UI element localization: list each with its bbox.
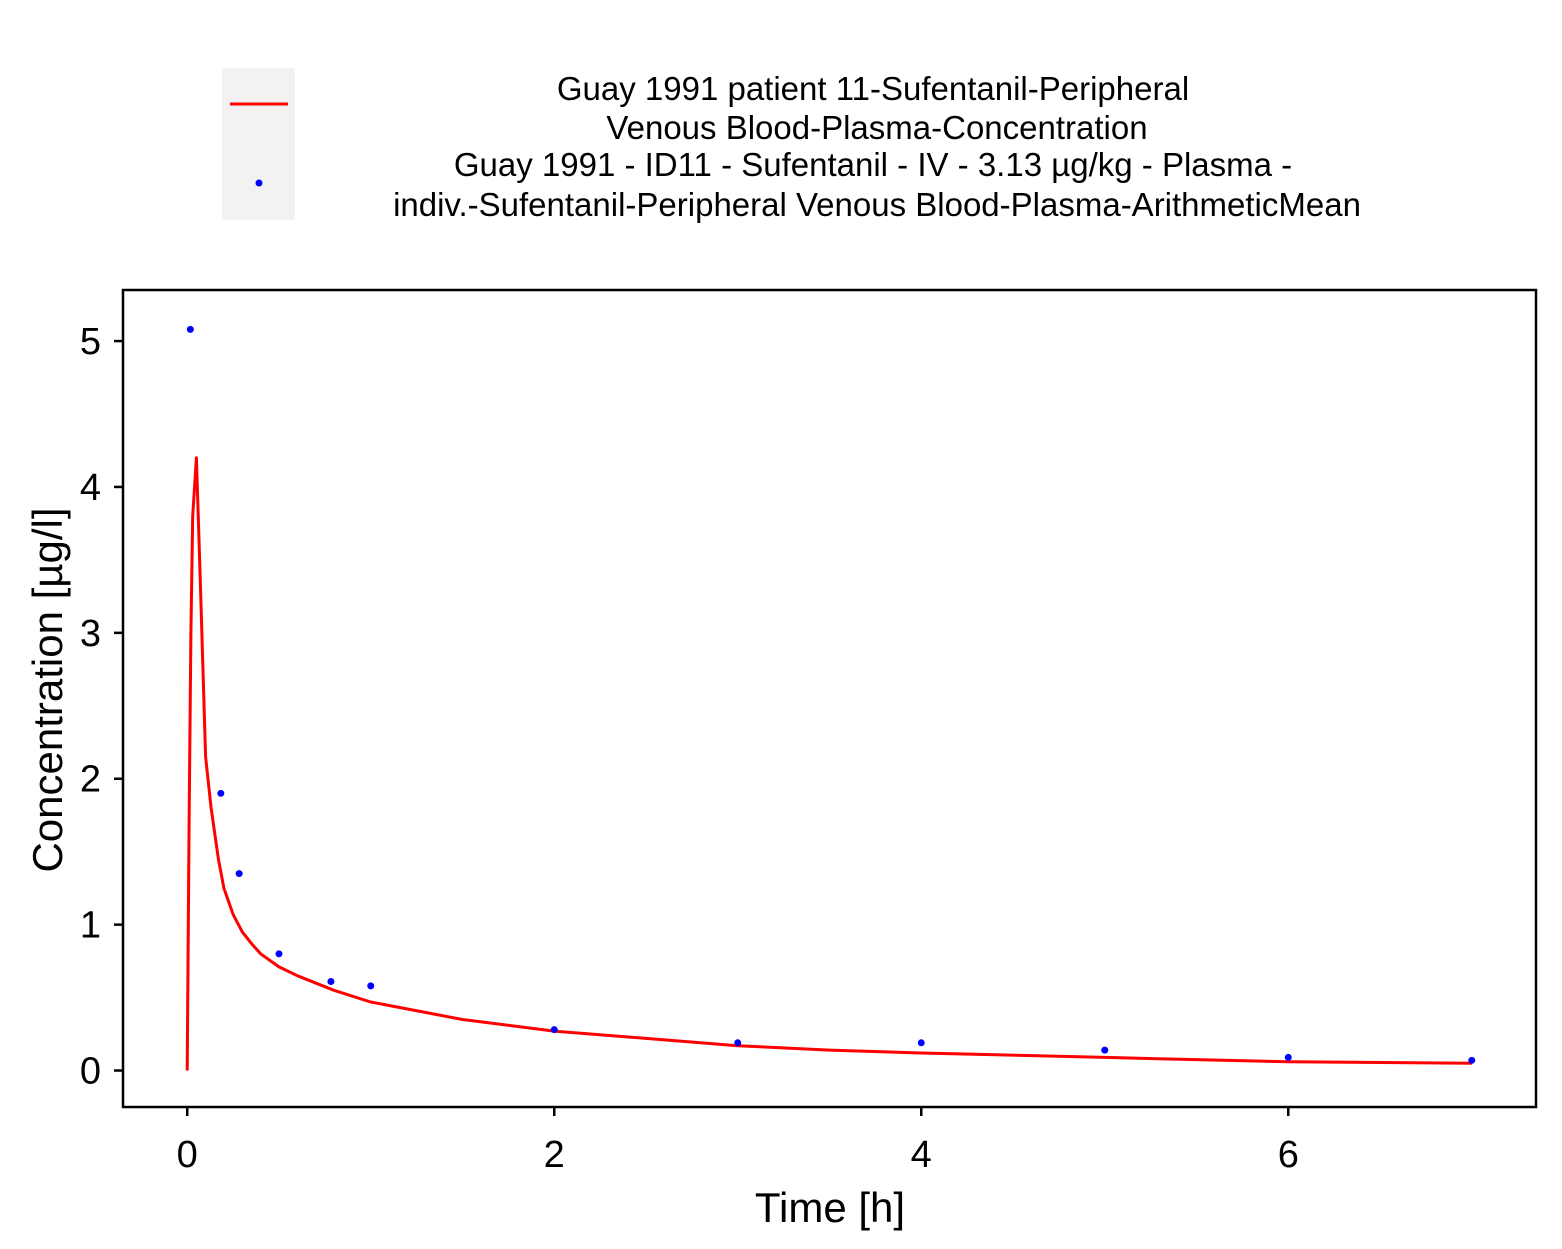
- y-tick-label: 4: [80, 467, 101, 509]
- data-point-observed: [275, 950, 283, 958]
- data-point-observed: [186, 325, 194, 333]
- plot-panel: [121, 288, 1538, 1109]
- legend-label-series-2-line-1: Guay 1991 - ID11 - Sufentanil - IV - 3.1…: [454, 146, 1292, 183]
- series-line-simulation: [185, 456, 1472, 1071]
- legend-label-series-1-line-1: Guay 1991 patient 11-Sufentanil-Peripher…: [557, 70, 1189, 107]
- y-tick-label: 3: [80, 613, 101, 655]
- data-point-observed: [734, 1039, 742, 1047]
- y-tick-label: 5: [80, 321, 101, 363]
- legend-key-point: [255, 179, 263, 187]
- data-point-observed: [367, 982, 375, 990]
- x-tick-label: 0: [177, 1134, 198, 1176]
- legend: Guay 1991 patient 11-Sufentanil-Peripher…: [222, 68, 1361, 223]
- x-axis-title: Time [h]: [755, 1184, 905, 1231]
- data-point-observed: [235, 870, 243, 878]
- data-marks: [185, 325, 1476, 1071]
- x-tick-label: 6: [1278, 1134, 1299, 1176]
- legend-label-series-1-line-2: Venous Blood-Plasma-Concentration: [606, 109, 1147, 146]
- y-tick-label: 0: [80, 1051, 101, 1093]
- axis-ticks: 0 2 4 6 0 1 2 3 4 5: [80, 321, 1299, 1176]
- data-point-observed: [917, 1039, 925, 1047]
- y-axis-title: Concentration [µg/l]: [24, 507, 71, 872]
- data-point-observed: [1101, 1046, 1109, 1054]
- y-tick-label: 1: [80, 905, 101, 947]
- x-tick-label: 4: [911, 1134, 932, 1176]
- legend-key-background: [222, 68, 295, 220]
- data-point-observed: [1284, 1053, 1292, 1061]
- data-point-observed: [217, 789, 225, 797]
- y-tick-label: 2: [80, 759, 101, 801]
- legend-label-series-2-line-2: indiv.-Sufentanil-Peripheral Venous Bloo…: [393, 186, 1361, 223]
- data-point-observed: [327, 978, 335, 986]
- x-tick-label: 2: [544, 1134, 565, 1176]
- data-point-observed: [550, 1026, 558, 1034]
- data-point-observed: [1468, 1056, 1476, 1064]
